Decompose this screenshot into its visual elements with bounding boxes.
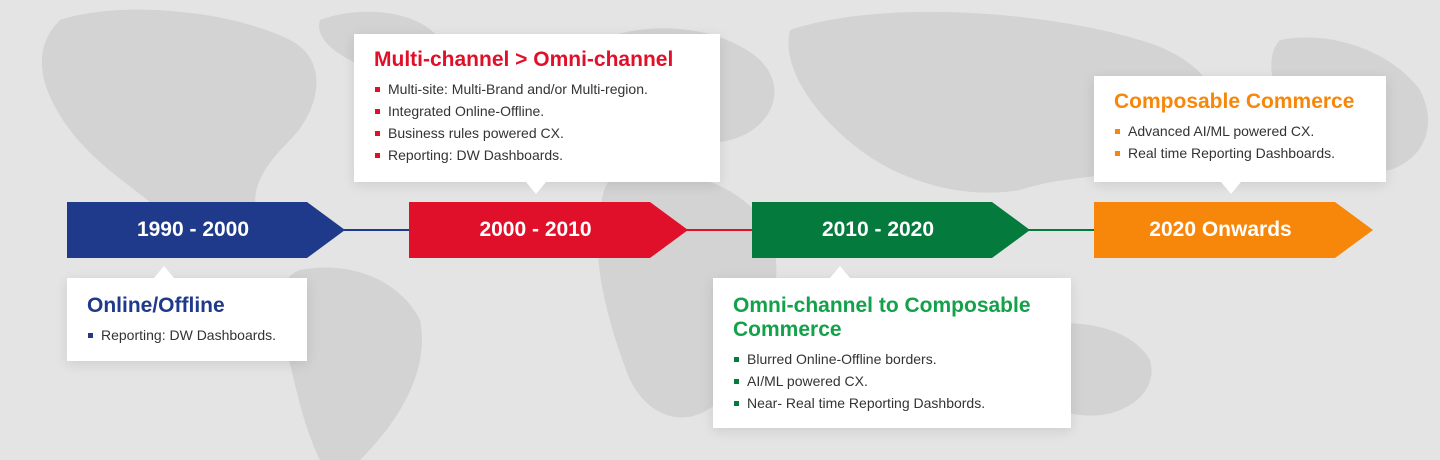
timeline-arrow-1990-2000: 1990 - 2000: [67, 202, 345, 258]
stage-card-2010-2020: Omni-channel to Composable Commerce Blur…: [713, 266, 1071, 428]
list-item: Business rules powered CX.: [374, 122, 702, 144]
card-pointer: [526, 182, 546, 194]
period-label: 2010 - 2020: [821, 218, 935, 241]
card-title: Composable Commerce: [1114, 90, 1355, 113]
stage-card-2020-onwards: Composable Commerce Advanced AI/ML power…: [1094, 76, 1386, 194]
list-item: AI/ML powered CX.: [733, 370, 1053, 392]
list-item: Integrated Online-Offline.: [374, 100, 702, 122]
timeline-connector: [684, 229, 754, 231]
card-list: Reporting: DW Dashboards.: [87, 324, 289, 346]
card-pointer: [1221, 182, 1241, 194]
card-pointer: [830, 266, 850, 278]
card-title: Multi-channel > Omni-channel: [374, 48, 674, 71]
list-item: Blurred Online-Offline borders.: [733, 348, 1053, 370]
stage-card-2000-2010: Multi-channel > Omni-channel Multi-site:…: [354, 34, 720, 194]
list-item: Near- Real time Reporting Dashbords.: [733, 392, 1053, 414]
list-item: Reporting: DW Dashboards.: [87, 324, 289, 346]
card-title: Omni-channel to Composable Commerce: [733, 294, 1031, 341]
list-item: Real time Reporting Dashboards.: [1114, 142, 1368, 164]
card-list: Blurred Online-Offline borders. AI/ML po…: [733, 348, 1053, 414]
timeline-arrow-2020-onwards: 2020 Onwards: [1094, 202, 1373, 258]
timeline-connector: [340, 229, 412, 231]
timeline-connector: [1026, 229, 1096, 231]
stage-card-1990-2000: Online/Offline Reporting: DW Dashboards.: [67, 266, 307, 361]
card-title: Online/Offline: [87, 294, 225, 317]
timeline-arrow-2000-2010: 2000 - 2010: [409, 202, 688, 258]
timeline-arrow-2010-2020: 2010 - 2020: [752, 202, 1030, 258]
list-item: Multi-site: Multi-Brand and/or Multi-reg…: [374, 78, 702, 100]
card-pointer: [154, 266, 174, 278]
period-label: 2020 Onwards: [1149, 218, 1292, 241]
card-list: Advanced AI/ML powered CX. Real time Rep…: [1114, 120, 1368, 164]
list-item: Advanced AI/ML powered CX.: [1114, 120, 1368, 142]
period-label: 1990 - 2000: [136, 218, 250, 241]
list-item: Reporting: DW Dashboards.: [374, 144, 702, 166]
period-label: 2000 - 2010: [479, 218, 592, 241]
card-list: Multi-site: Multi-Brand and/or Multi-reg…: [374, 78, 702, 166]
